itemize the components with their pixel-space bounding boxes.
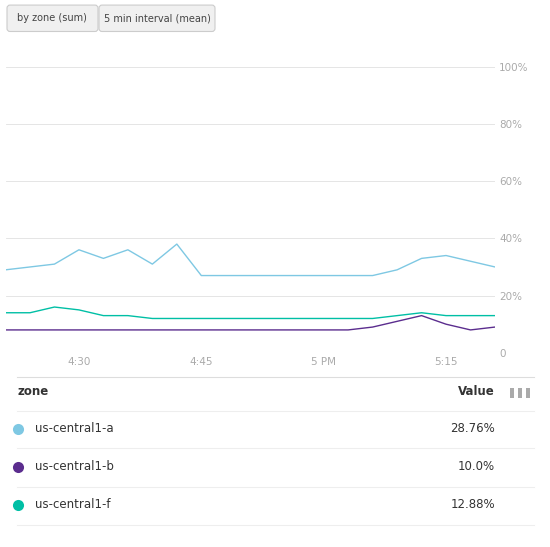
Text: by zone (sum): by zone (sum) xyxy=(17,13,87,24)
Text: Value: Value xyxy=(458,385,495,398)
Bar xyxy=(518,388,522,398)
FancyBboxPatch shape xyxy=(7,5,98,32)
Text: us-central1-b: us-central1-b xyxy=(35,461,114,473)
Bar xyxy=(510,388,514,398)
Text: us-central1-a: us-central1-a xyxy=(35,422,114,435)
Bar xyxy=(526,388,530,398)
Text: 10.0%: 10.0% xyxy=(458,461,495,473)
Text: 28.76%: 28.76% xyxy=(450,422,495,435)
FancyBboxPatch shape xyxy=(99,5,215,32)
Text: 12.88%: 12.88% xyxy=(450,498,495,511)
Text: 5 min interval (mean): 5 min interval (mean) xyxy=(103,13,211,24)
Text: zone: zone xyxy=(18,385,50,398)
Text: us-central1-f: us-central1-f xyxy=(35,498,111,511)
